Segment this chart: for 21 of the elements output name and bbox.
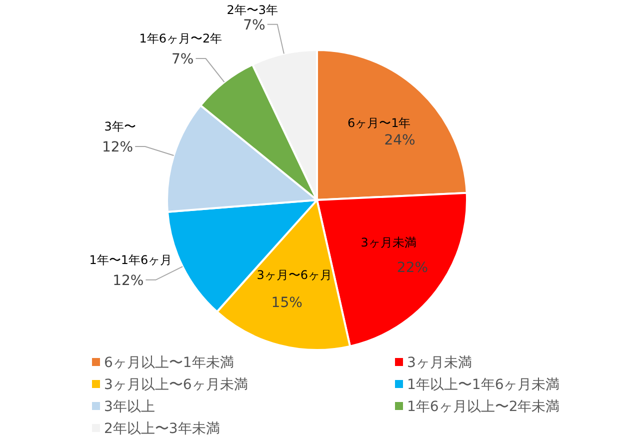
text: 2年〜3年 <box>226 3 278 17</box>
data-label: 12% <box>112 272 144 289</box>
legend-label: 2年以上〜3年未満 <box>104 421 220 437</box>
text: 3ヶ月〜6ヶ月 <box>256 268 332 282</box>
text: 6ヶ月〜1年 <box>347 116 411 130</box>
legend-label: 3ヶ月未満 <box>407 355 472 371</box>
text: 3年〜 <box>104 120 136 134</box>
legend-label: 1年以上〜1年6ヶ月未満 <box>407 377 560 393</box>
data-label: 22% <box>396 260 428 276</box>
text: 1年〜1年6ヶ月 <box>89 252 172 267</box>
legend-label: 3年以上 <box>104 399 155 415</box>
data-label: 7% <box>243 17 266 34</box>
legend-label: 3ヶ月以上〜6ヶ月未満 <box>104 377 248 393</box>
data-label: 24% <box>384 132 416 149</box>
text: 3ヶ月未満 <box>360 236 416 250</box>
data-label: 12% <box>102 140 134 156</box>
data-label: 7% <box>172 52 194 68</box>
text: 1年6ヶ月〜2年 <box>139 32 222 46</box>
legend-label: 6ヶ月以上〜1年未満 <box>104 355 234 371</box>
legend-label: 1年6ヶ月以上〜2年未満 <box>407 399 560 415</box>
data-label: 15% <box>271 294 302 311</box>
